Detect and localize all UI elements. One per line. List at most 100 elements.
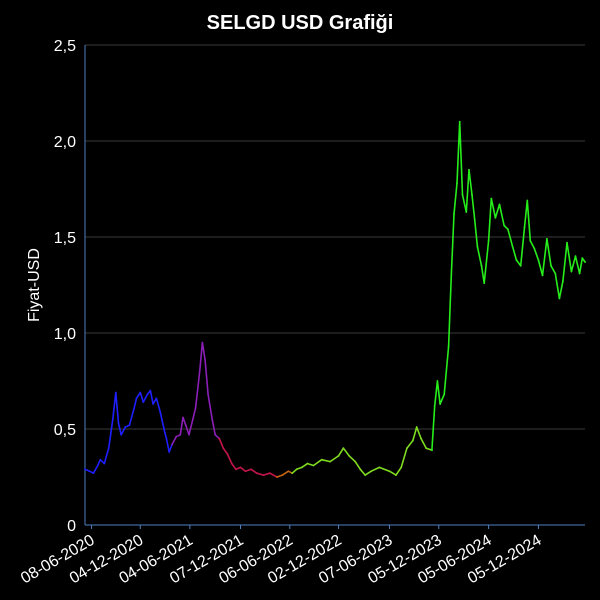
data-point (570, 270, 573, 273)
data-point (447, 345, 450, 348)
data-point (566, 241, 568, 244)
data-point (468, 168, 470, 171)
data-point (124, 426, 127, 428)
data-point (135, 397, 138, 400)
data-point (436, 380, 439, 382)
data-point (320, 458, 323, 461)
data-point (526, 199, 529, 202)
data-point (239, 466, 242, 469)
data-point (211, 418, 214, 421)
data-point (453, 213, 455, 215)
data-point (149, 389, 152, 392)
data-point (498, 203, 501, 206)
data-point (541, 274, 544, 277)
data-point (179, 433, 182, 436)
data-point (218, 437, 221, 440)
data-point (558, 297, 561, 300)
data-point (184, 424, 187, 427)
data-point (487, 239, 490, 242)
data-point (507, 228, 509, 231)
data-point (354, 460, 357, 463)
y-axis-label: Fiyat-USD (26, 248, 43, 322)
data-point (132, 408, 135, 411)
data-point (515, 259, 518, 261)
data-point (155, 397, 158, 400)
data-point (88, 470, 91, 473)
data-point (550, 264, 552, 267)
data-point (287, 470, 290, 473)
data-point (139, 391, 142, 394)
data-point (420, 437, 422, 440)
data-point (578, 272, 581, 275)
data-point (584, 261, 586, 263)
series-line (218, 437, 278, 478)
data-point (222, 447, 225, 450)
data-point (175, 435, 178, 438)
data-point (120, 433, 123, 436)
data-point (114, 391, 117, 394)
data-point (159, 410, 162, 413)
data-point (480, 264, 483, 267)
y-tick-label: 1,0 (54, 326, 76, 343)
data-point (204, 358, 206, 361)
data-point (250, 468, 253, 471)
data-point (359, 468, 362, 471)
data-point (433, 405, 436, 407)
y-tick-label: 2,5 (54, 38, 76, 55)
data-point (400, 466, 403, 469)
data-point (306, 462, 309, 465)
data-point (96, 464, 99, 467)
data-point (207, 393, 209, 396)
data-point (431, 449, 433, 452)
data-point (473, 218, 476, 221)
data-point (142, 401, 145, 404)
data-point (450, 274, 453, 277)
data-point (348, 454, 351, 457)
data-point (533, 247, 536, 250)
data-point (562, 280, 564, 283)
data-point (456, 182, 458, 185)
data-point (370, 470, 373, 473)
data-point (395, 474, 397, 476)
data-point (163, 428, 165, 430)
series-line (291, 426, 433, 476)
data-point (529, 239, 532, 242)
y-tick-label: 0,5 (54, 422, 76, 439)
data-point (342, 447, 345, 450)
data-point (312, 464, 315, 467)
data-point (198, 370, 201, 373)
data-point (84, 468, 86, 471)
data-point (276, 476, 278, 478)
data-point (107, 447, 110, 450)
data-point (92, 472, 95, 475)
data-point (471, 193, 473, 196)
series-line (84, 389, 173, 475)
data-point (269, 472, 271, 475)
data-point (291, 472, 294, 475)
data-point (483, 282, 486, 284)
data-point (191, 418, 194, 421)
data-point (519, 264, 522, 267)
data-point (262, 474, 265, 476)
data-point (364, 474, 367, 476)
data-point (388, 470, 391, 473)
data-point (337, 454, 340, 457)
y-tick-label: 0 (67, 518, 76, 535)
data-point (554, 272, 557, 275)
data-point (411, 439, 414, 442)
data-point (511, 245, 514, 248)
chart-title: SELGD USD Grafiği (207, 12, 394, 34)
data-point (329, 460, 331, 463)
data-point (214, 433, 217, 436)
data-point (300, 466, 303, 469)
data-point (99, 458, 102, 461)
data-point (103, 462, 106, 465)
data-point (415, 426, 418, 428)
data-point (255, 472, 258, 475)
series-line (431, 121, 586, 451)
data-point (234, 468, 237, 471)
grid-lines (85, 44, 585, 430)
axes (84, 45, 585, 529)
